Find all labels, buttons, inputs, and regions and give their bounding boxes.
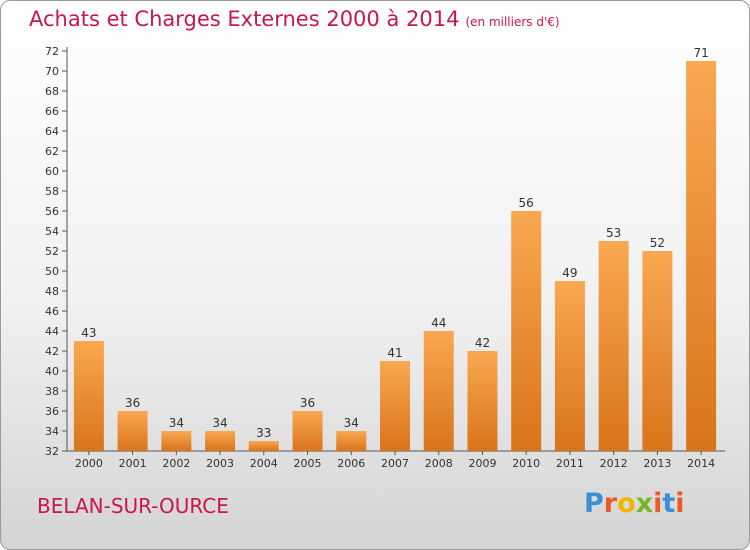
data-label: 33 [256, 426, 271, 440]
bar-2014 [686, 61, 717, 451]
y-tick-label: 66 [45, 105, 59, 118]
bar-2012 [598, 241, 629, 451]
y-tick-label: 46 [45, 305, 59, 318]
data-label: 42 [475, 336, 490, 350]
logo-letter: P [584, 488, 604, 519]
y-tick-label: 44 [45, 325, 59, 338]
x-tick-label: 2001 [119, 457, 147, 470]
bar-2008 [423, 331, 454, 451]
x-tick-label: 2011 [556, 457, 584, 470]
y-tick-label: 72 [45, 45, 59, 58]
y-tick-label: 56 [45, 205, 59, 218]
bar-2007 [380, 361, 410, 451]
y-tick-label: 68 [45, 85, 59, 98]
logo-letter: t [662, 488, 676, 519]
y-tick-label: 54 [45, 225, 59, 238]
y-tick-label: 32 [45, 445, 59, 458]
y-tick-label: 50 [45, 265, 59, 278]
x-tick-label: 2000 [75, 457, 103, 470]
y-tick-label: 36 [45, 405, 59, 418]
data-label: 56 [519, 196, 534, 210]
data-label: 44 [431, 316, 446, 330]
x-tick-label: 2013 [643, 457, 671, 470]
chart-title: Achats et Charges Externes 2000 à 2014 (e… [29, 7, 560, 31]
data-label: 43 [81, 326, 96, 340]
bars-group [73, 61, 717, 451]
logo-letter: r [603, 488, 618, 519]
data-label: 36 [300, 396, 315, 410]
y-tick-label: 40 [45, 365, 59, 378]
logo-letter: i [675, 488, 685, 519]
y-tick-label: 48 [45, 285, 59, 298]
axes: 32 34 36 38 40 42 44 46 48 50 52 54 56 58 60 62 64 66 68 70… [45, 45, 725, 470]
bar-2002 [161, 431, 192, 451]
data-label: 34 [169, 416, 184, 430]
x-tick-label: 2004 [250, 457, 278, 470]
logo-letter: o [617, 488, 636, 519]
data-label: 71 [693, 46, 708, 60]
bar-2011 [554, 281, 585, 451]
bar-2004 [248, 441, 279, 451]
bar-2006 [336, 431, 367, 451]
x-tick-label: 2002 [162, 457, 190, 470]
y-tick-label: 70 [45, 65, 59, 78]
x-tick-label: 2009 [468, 457, 496, 470]
bar-2010 [511, 211, 542, 451]
y-tick-label: 38 [45, 385, 59, 398]
data-label: 49 [562, 266, 577, 280]
x-tick-label: 2006 [337, 457, 365, 470]
x-tick-label: 2005 [294, 457, 322, 470]
bar-2005 [292, 411, 323, 451]
bar-2003 [205, 431, 236, 451]
data-label: 41 [387, 346, 402, 360]
data-label: 36 [125, 396, 140, 410]
y-tick-label: 64 [45, 125, 59, 138]
x-tick-label: 2003 [206, 457, 234, 470]
y-tick-label: 52 [45, 245, 59, 258]
bar-2013 [642, 251, 673, 451]
bar-2000 [73, 341, 104, 451]
proxiti-logo: Proxiti [584, 488, 685, 519]
data-label: 34 [212, 416, 227, 430]
x-tick-label: 2010 [512, 457, 540, 470]
labels-group: 43 36 34 34 33 36 34 41 44 42 56 49 53 52 71 [81, 46, 709, 440]
y-tick-label: 34 [45, 425, 59, 438]
x-tick-label: 2014 [687, 457, 715, 470]
chart-subtitle: (en milliers d'€) [465, 15, 560, 29]
x-tick-label: 2008 [425, 457, 453, 470]
y-tick-label: 58 [45, 185, 59, 198]
data-label: 53 [606, 226, 621, 240]
y-tick-label: 62 [45, 145, 59, 158]
logo-letter: i [653, 488, 663, 519]
y-tick-label: 60 [45, 165, 59, 178]
data-label: 34 [344, 416, 359, 430]
bar-2009 [467, 351, 498, 451]
place-name: BELAN-SUR-OURCE [37, 494, 229, 518]
logo-letter: x [635, 488, 654, 519]
bar-2001 [117, 411, 148, 451]
data-label: 52 [650, 236, 665, 250]
x-tick-label: 2012 [600, 457, 628, 470]
x-tick-label: 2007 [381, 457, 409, 470]
chart-title-text: Achats et Charges Externes 2000 à 2014 [29, 7, 460, 31]
y-tick-label: 42 [45, 345, 59, 358]
